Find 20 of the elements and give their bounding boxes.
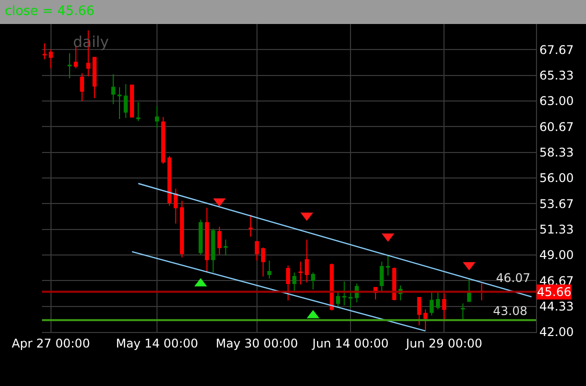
x-tick-label: Apr 27 00:00 bbox=[12, 336, 90, 350]
y-tick-label: 56.00 bbox=[539, 171, 574, 186]
x-tick-label: May 30 00:00 bbox=[216, 336, 298, 350]
y-tick-label: 42.00 bbox=[539, 325, 574, 340]
y-tick-label: 67.67 bbox=[539, 42, 574, 57]
y-tick-label: 60.67 bbox=[539, 120, 574, 134]
annotation: 46.07 bbox=[496, 271, 530, 285]
x-tick-label: Jun 29 00:00 bbox=[405, 336, 482, 350]
y-tick-label: 58.33 bbox=[539, 146, 574, 160]
x-tick-label: May 14 00:00 bbox=[116, 336, 198, 350]
y-tick-label: 44.33 bbox=[539, 300, 574, 314]
x-tick-label: Jun 14 00:00 bbox=[311, 336, 389, 350]
y-tick-label: 51.33 bbox=[539, 222, 574, 237]
chart-title: close = 45.66 bbox=[4, 4, 95, 19]
y-tick-label: 65.33 bbox=[539, 68, 574, 83]
y-tick-label: 53.67 bbox=[539, 196, 574, 211]
ref-line-label: 43.08 bbox=[493, 304, 528, 318]
y-tick-label: 63.00 bbox=[539, 94, 574, 108]
ref-line-label: 45.66 bbox=[537, 285, 572, 299]
y-tick-label: 49.00 bbox=[539, 248, 574, 262]
